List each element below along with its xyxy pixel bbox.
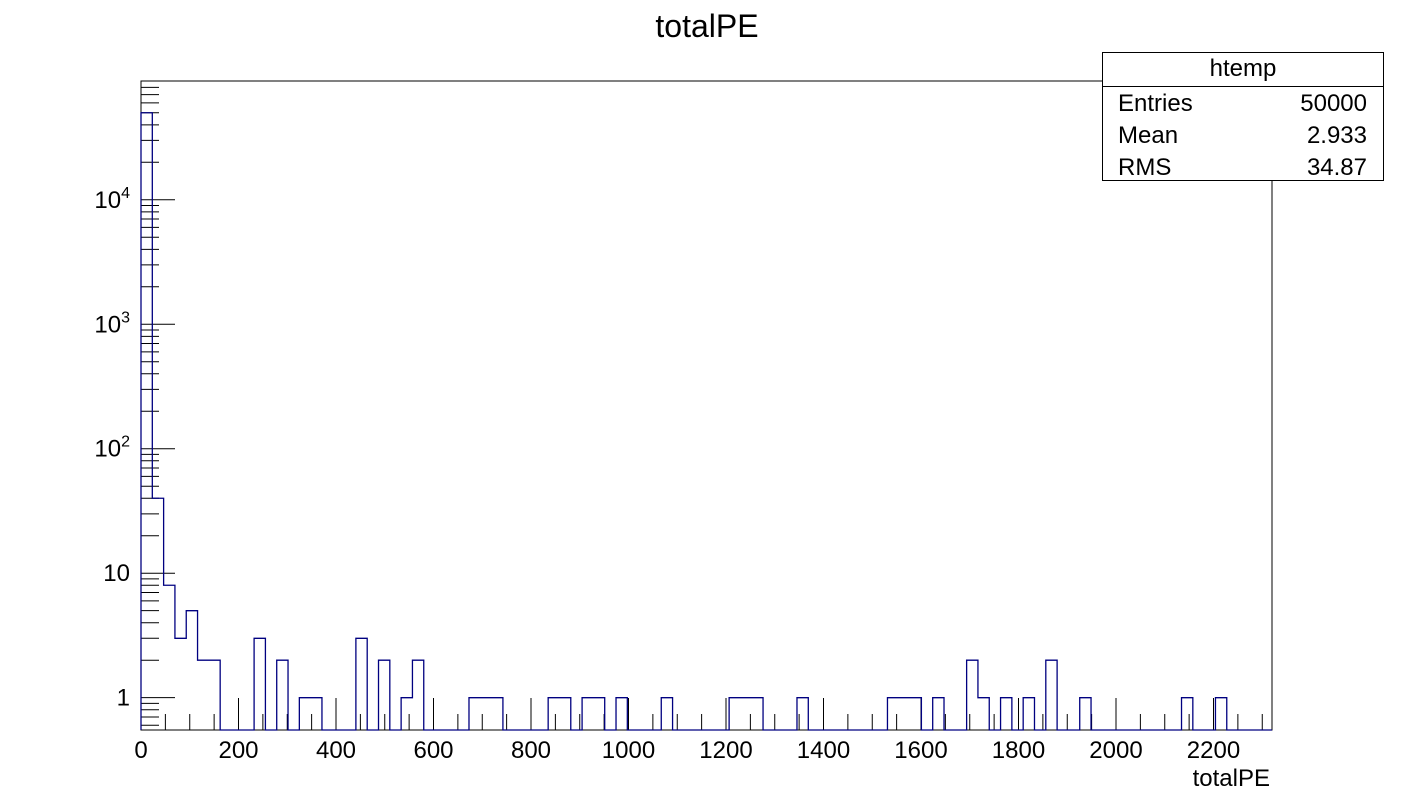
histogram-bins bbox=[141, 113, 1227, 730]
x-axis-ticks bbox=[140, 698, 1263, 730]
stats-title: htemp bbox=[1103, 53, 1383, 87]
stats-row-entries: Entries 50000 bbox=[1103, 87, 1383, 119]
histogram-bin bbox=[1215, 698, 1226, 730]
histogram-bin bbox=[356, 638, 367, 730]
x-tick-label: 0 bbox=[134, 737, 147, 764]
stats-box: htemp Entries 50000 Mean 2.933 RMS 34.87 bbox=[1102, 52, 1384, 181]
x-tick-label: 200 bbox=[218, 737, 258, 764]
x-tick-label: 1000 bbox=[602, 737, 655, 764]
y-tick-label: 1 bbox=[117, 685, 130, 712]
histogram-bin bbox=[186, 611, 197, 730]
y-tick-label: 102 bbox=[94, 434, 130, 463]
histogram-bin bbox=[729, 698, 740, 730]
histogram-bin bbox=[1182, 698, 1193, 730]
x-tick-label: 1600 bbox=[894, 737, 947, 764]
histogram-bin bbox=[152, 498, 163, 730]
histogram-bin bbox=[1001, 698, 1012, 730]
x-tick-label: 2200 bbox=[1187, 737, 1240, 764]
x-tick-label: 800 bbox=[511, 737, 551, 764]
histogram-bin bbox=[412, 660, 423, 730]
histogram-bin bbox=[1046, 660, 1057, 730]
stats-label: Entries bbox=[1118, 90, 1193, 117]
stats-row-mean: Mean 2.933 bbox=[1103, 119, 1383, 151]
histogram-bin bbox=[469, 698, 480, 730]
x-tick-label: 400 bbox=[316, 737, 356, 764]
histogram-bin bbox=[616, 698, 627, 730]
chart-title: totalPE bbox=[655, 8, 759, 44]
stats-row-rms: RMS 34.87 bbox=[1103, 151, 1383, 183]
histogram-bin bbox=[593, 698, 604, 730]
histogram-bin bbox=[752, 698, 763, 730]
histogram-bin bbox=[559, 698, 570, 730]
histogram-outline bbox=[140, 112, 1272, 731]
x-tick-label: 1200 bbox=[699, 737, 752, 764]
stats-value: 2.933 bbox=[1306, 122, 1367, 149]
x-tick-label: 1400 bbox=[797, 737, 850, 764]
y-axis-ticks bbox=[141, 80, 175, 726]
x-tick-labels: 0 200 400 600 800 1000 1200 1400 1600 1800 2000 220… bbox=[134, 737, 1240, 764]
histogram-bin bbox=[379, 660, 390, 730]
histogram-bin bbox=[1080, 698, 1091, 730]
histogram-bin bbox=[548, 698, 559, 730]
histogram-bin bbox=[933, 698, 944, 730]
x-tick-label: 1800 bbox=[992, 737, 1045, 764]
histogram-bin bbox=[661, 698, 672, 730]
histogram-bin bbox=[899, 698, 910, 730]
histogram-bin bbox=[164, 585, 175, 730]
histogram-bin bbox=[1023, 698, 1034, 730]
stats-value: 34.87 bbox=[1306, 154, 1367, 181]
stats-value: 50000 bbox=[1300, 90, 1367, 117]
y-tick-labels: 1 10 102 103 104 bbox=[94, 185, 130, 712]
histogram-bin bbox=[967, 660, 978, 730]
histogram-bin bbox=[978, 698, 989, 730]
y-tick-label: 103 bbox=[94, 309, 130, 338]
histogram-bin bbox=[910, 698, 921, 730]
histogram-bin bbox=[198, 660, 209, 730]
y-tick-label: 104 bbox=[94, 185, 130, 214]
x-axis-label: totalPE bbox=[1193, 765, 1270, 792]
histogram-bin bbox=[401, 698, 412, 730]
histogram-bin bbox=[492, 698, 503, 730]
x-tick-label: 600 bbox=[413, 737, 453, 764]
stats-label: RMS bbox=[1118, 154, 1172, 181]
histogram-bin bbox=[175, 638, 186, 730]
histogram-bin bbox=[311, 698, 322, 730]
histogram-bin bbox=[254, 638, 265, 730]
histogram-bin bbox=[299, 698, 310, 730]
x-tick-label: 2000 bbox=[1089, 737, 1142, 764]
stats-label: Mean bbox=[1118, 122, 1179, 149]
y-tick-label: 10 bbox=[103, 560, 130, 587]
histogram-bin bbox=[582, 698, 593, 730]
histogram-bin bbox=[277, 660, 288, 730]
